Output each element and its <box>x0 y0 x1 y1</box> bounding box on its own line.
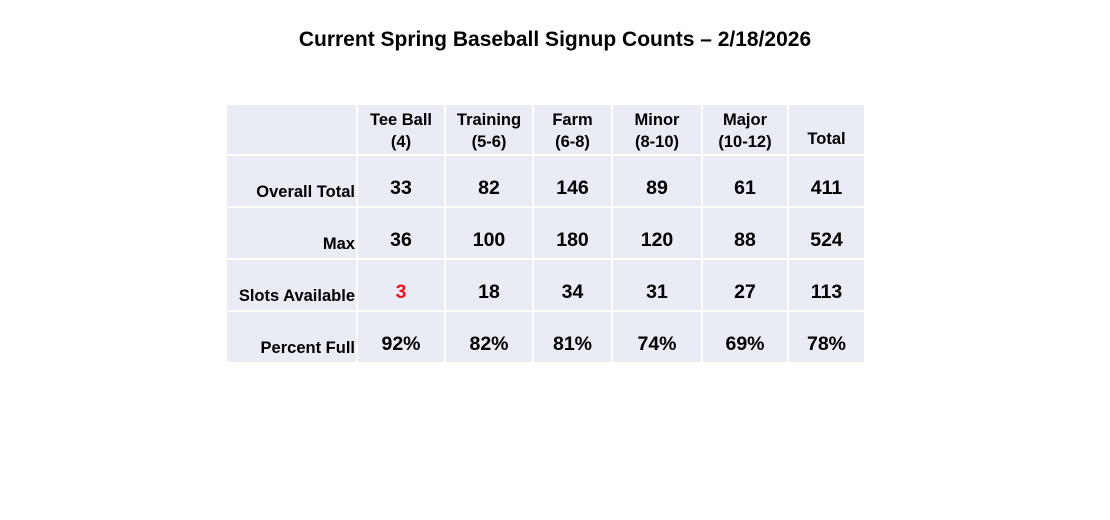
signup-table: Tee Ball (4) Training (5-6) Farm (6-8) M… <box>225 103 866 364</box>
page-title: Current Spring Baseball Signup Counts – … <box>298 28 812 51</box>
table-cell: 113 <box>789 260 864 310</box>
row-label: Max <box>227 208 356 258</box>
column-header-name: Minor <box>634 111 680 129</box>
column-header-age: (4) <box>390 133 412 151</box>
corner-cell <box>227 105 356 154</box>
table-cell: 31 <box>613 260 701 310</box>
column-header-name: Training <box>456 111 522 129</box>
table-cell: 524 <box>789 208 864 258</box>
table-cell: 74% <box>613 312 701 362</box>
column-header-major: Major (10-12) <box>703 105 787 154</box>
table-cell: 82 <box>446 156 532 206</box>
table-cell: 78% <box>789 312 864 362</box>
column-header-name: Major <box>722 111 767 129</box>
table-cell: 27 <box>703 260 787 310</box>
table-row-percent-full: Percent Full 92% 82% 81% 74% 69% 78% <box>227 312 864 362</box>
row-label: Percent Full <box>227 312 356 362</box>
table-row-overall-total: Overall Total 33 82 146 89 61 411 <box>227 156 864 206</box>
column-header-training: Training (5-6) <box>446 105 532 154</box>
column-header-name: Farm <box>552 111 593 129</box>
table-cell: 92% <box>358 312 444 362</box>
table-row-slots-available: Slots Available 3 18 34 31 27 113 <box>227 260 864 310</box>
table-cell: 100 <box>446 208 532 258</box>
table-cell: 88 <box>703 208 787 258</box>
column-header-name: Total <box>807 130 846 148</box>
table-cell: 411 <box>789 156 864 206</box>
table-cell: 82% <box>446 312 532 362</box>
table-cell: 120 <box>613 208 701 258</box>
column-header-name: Tee Ball <box>369 111 433 129</box>
table-cell: 34 <box>534 260 611 310</box>
table-cell: 69% <box>703 312 787 362</box>
table-cell: 81% <box>534 312 611 362</box>
table-cell-highlighted: 3 <box>358 260 444 310</box>
column-header-tee-ball: Tee Ball (4) <box>358 105 444 154</box>
table-cell: 180 <box>534 208 611 258</box>
column-header-age: (8-10) <box>634 133 679 151</box>
column-header-farm: Farm (6-8) <box>534 105 611 154</box>
table-cell: 36 <box>358 208 444 258</box>
table-cell: 33 <box>358 156 444 206</box>
column-header-minor: Minor (8-10) <box>613 105 701 154</box>
row-label: Overall Total <box>227 156 356 206</box>
column-header-age: (10-12) <box>718 133 772 151</box>
column-header-age: (5-6) <box>471 133 507 151</box>
column-header-age: (6-8) <box>555 133 590 151</box>
table-cell: 18 <box>446 260 532 310</box>
row-label: Slots Available <box>227 260 356 310</box>
column-header-total: Total <box>789 105 864 154</box>
table-header-row: Tee Ball (4) Training (5-6) Farm (6-8) M… <box>227 105 864 154</box>
table-cell: 61 <box>703 156 787 206</box>
table-cell: 146 <box>534 156 611 206</box>
table-row-max: Max 36 100 180 120 88 524 <box>227 208 864 258</box>
table-cell: 89 <box>613 156 701 206</box>
